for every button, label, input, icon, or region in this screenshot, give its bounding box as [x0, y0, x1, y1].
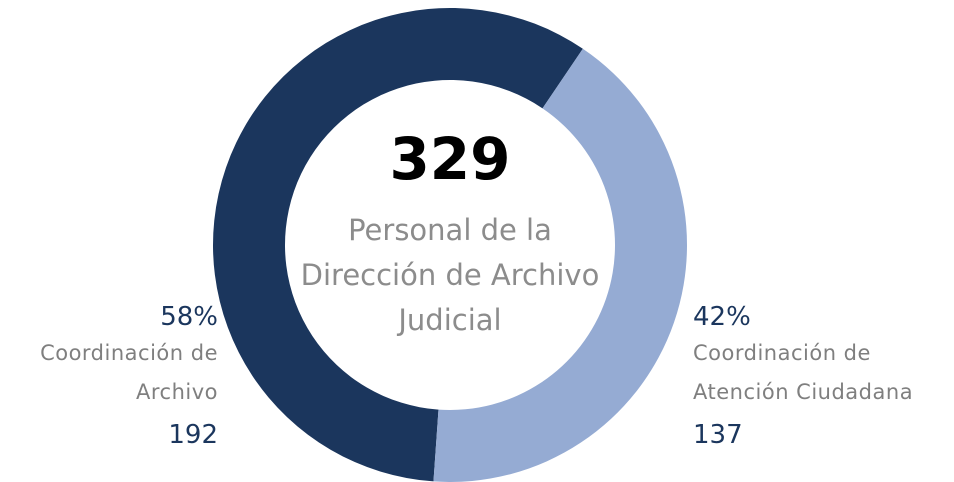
percentage-label: 58%	[160, 302, 218, 332]
percentage-label: 42%	[693, 302, 751, 332]
value-label: 192	[168, 420, 218, 450]
label-group: 58% Coordinación de Archivo 192	[0, 302, 218, 450]
total: 329	[389, 125, 511, 193]
value-label: 137	[693, 420, 743, 450]
category-label: Coordinación de Atención Ciudadana	[693, 341, 914, 404]
label-group: 42% Coordinación de Atención Ciudadana 1…	[693, 302, 953, 450]
donut-segment	[433, 48, 687, 482]
center-label: Personal de la Dirección de Archivo Judi…	[300, 213, 600, 337]
donut-segment	[212, 7, 583, 482]
category-label: Coordinación de Archivo	[40, 341, 218, 404]
